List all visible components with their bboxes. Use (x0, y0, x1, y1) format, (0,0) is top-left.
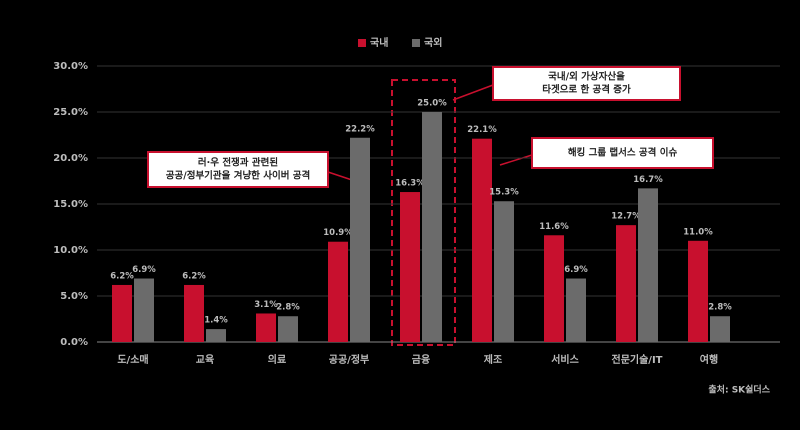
x-tick-label: 공공/정부 (329, 353, 369, 366)
value-label: 25.0% (417, 99, 447, 109)
annotation-box (147, 151, 329, 188)
annotation-text: 해킹 그룹 랩서스 공격 이슈 (568, 147, 678, 159)
bar (544, 235, 564, 342)
value-label: 11.0% (683, 227, 713, 237)
callout-line (452, 84, 494, 101)
y-tick-label: 25.0% (53, 107, 88, 118)
x-tick-label: 의료 (268, 353, 286, 366)
legend-label: 국외 (424, 37, 442, 49)
value-label: 6.2% (182, 271, 206, 281)
bar (134, 278, 154, 342)
value-label: 10.9% (323, 228, 353, 238)
value-label: 16.7% (633, 175, 663, 185)
y-tick-label: 0.0% (60, 337, 88, 348)
bar (472, 138, 492, 342)
value-label: 11.6% (539, 222, 569, 232)
value-label: 22.1% (467, 125, 497, 135)
bar (710, 316, 730, 342)
y-tick-label: 5.0% (60, 291, 88, 302)
value-label: 1.4% (204, 316, 228, 326)
bar (206, 329, 226, 342)
value-label: 15.3% (489, 188, 519, 198)
annotation-text: 국내/외 가상자산을 (548, 71, 625, 83)
bar (278, 316, 298, 342)
bar (422, 112, 442, 342)
value-label: 22.2% (345, 124, 375, 134)
annotation-text: 공공/정부기관을 겨냥한 사이버 공격 (166, 170, 311, 182)
legend-label: 국내 (370, 36, 388, 49)
highlight-box (391, 79, 456, 346)
bar (400, 192, 420, 342)
bar (256, 313, 276, 342)
y-tick-label: 30.0% (53, 61, 88, 72)
bar (566, 278, 586, 342)
annotation-text: 타겟으로 한 공격 증가 (542, 84, 631, 96)
x-tick-label: 교육 (196, 354, 214, 366)
bar (494, 201, 514, 342)
bar (112, 284, 132, 342)
value-label: 16.3% (395, 179, 425, 189)
value-label: 12.7% (611, 212, 641, 222)
bar (616, 225, 636, 342)
annotation-text: 러·우 전쟁과 관련된 (198, 157, 278, 169)
bar (638, 188, 658, 342)
value-label: 6.2% (110, 271, 134, 281)
legend-swatch (358, 39, 366, 47)
callout-line (327, 171, 353, 181)
value-label: 3.1% (254, 300, 278, 310)
source: 출처: SK쉴더스 (708, 384, 770, 396)
x-tick-label: 제조 (484, 353, 502, 366)
callout-line (499, 154, 533, 166)
annotation-box (492, 66, 681, 101)
legend-swatch (412, 39, 420, 47)
value-label: 6.9% (564, 265, 588, 275)
value-label: 6.9% (132, 265, 156, 275)
x-tick-label: 여행 (700, 353, 718, 366)
x-tick-label: 금융 (412, 354, 430, 366)
x-tick-label: 서비스 (551, 353, 579, 366)
bar (350, 137, 370, 342)
bar (184, 284, 204, 342)
y-tick-label: 20.0% (53, 153, 88, 164)
annotation-box (531, 137, 714, 169)
x-tick-label: 전문기술/IT (612, 353, 663, 366)
x-tick-label: 도/소매 (117, 353, 148, 366)
y-tick-label: 10.0% (53, 245, 88, 256)
y-tick-label: 15.0% (53, 199, 88, 210)
value-label: 2.8% (276, 303, 300, 313)
bar (688, 240, 708, 342)
value-label: 2.8% (708, 303, 732, 313)
bar (328, 241, 348, 342)
